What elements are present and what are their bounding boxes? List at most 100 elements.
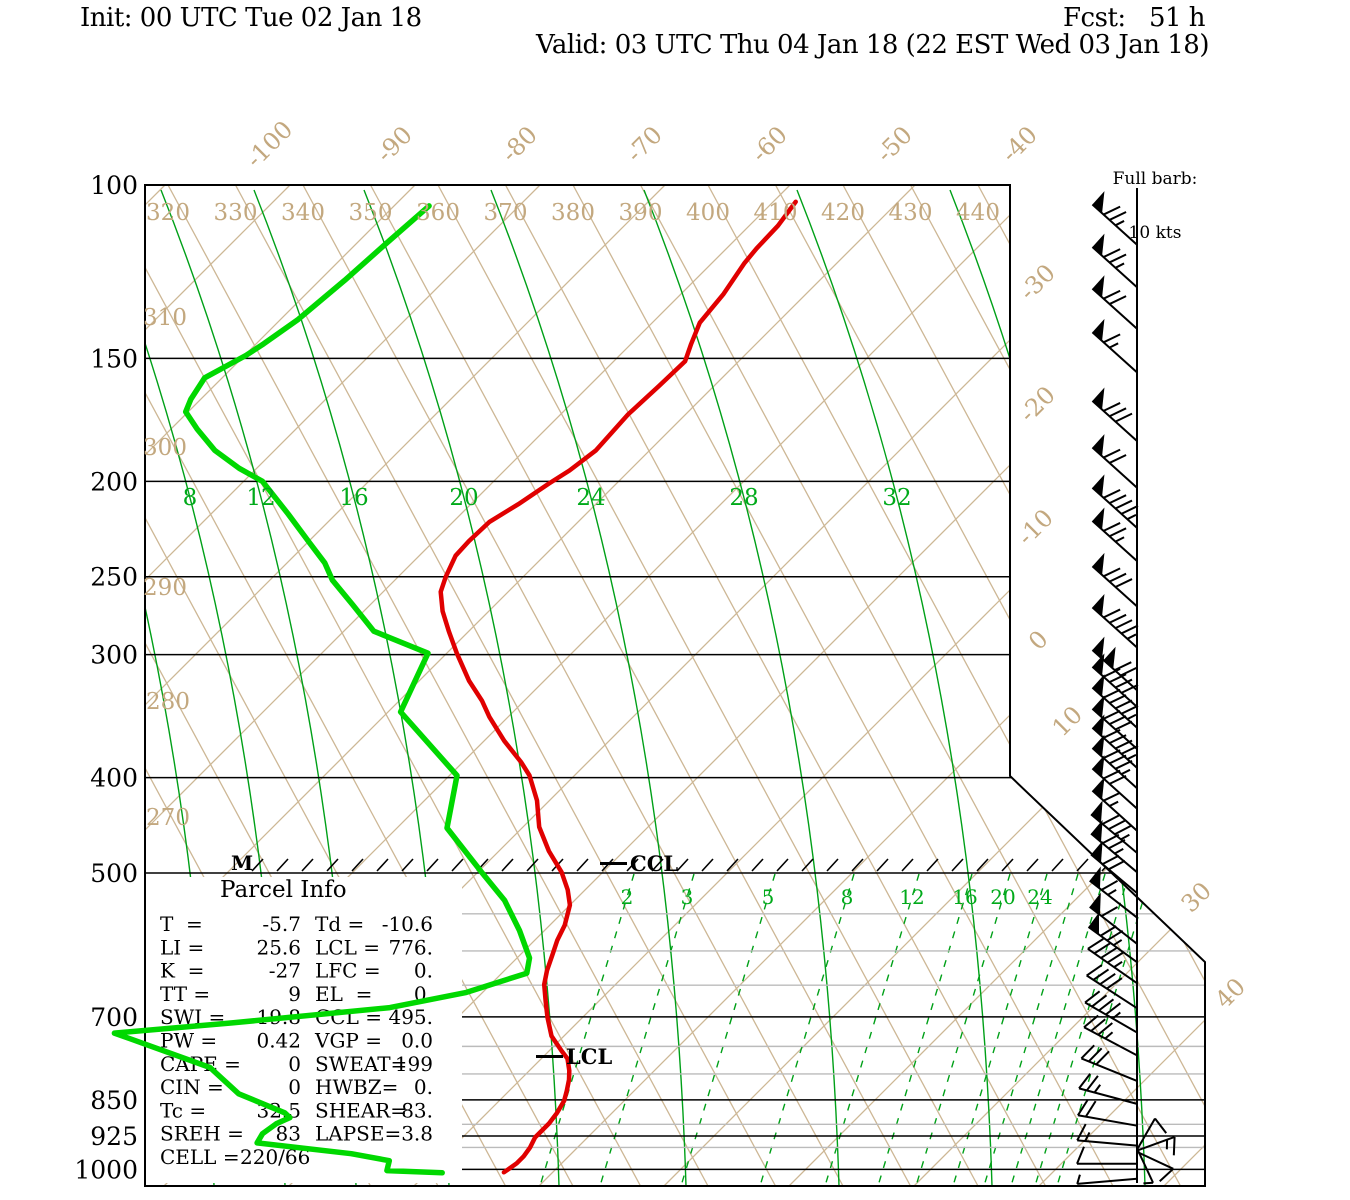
wind-barb bbox=[1077, 1099, 1138, 1127]
dry-adiabat-line bbox=[302, 185, 844, 1186]
pressure-tick-label: 700 bbox=[90, 1003, 138, 1032]
moist-adiabat-line bbox=[796, 189, 993, 1186]
parcel-row-value2: 199 bbox=[395, 1052, 433, 1076]
wind-barb bbox=[1090, 800, 1138, 854]
dewpoint-curve bbox=[111, 203, 533, 1176]
mixing-ratio-line bbox=[952, 873, 1048, 1186]
hatch-mark bbox=[651, 858, 664, 872]
wind-barb bbox=[1091, 318, 1138, 374]
hatch-mark bbox=[501, 858, 514, 872]
pressure-tick-label: 400 bbox=[90, 764, 138, 793]
pressure-tick-label: 100 bbox=[90, 171, 138, 200]
mixing-ratio-label: 2 bbox=[621, 885, 634, 909]
hatch-mark bbox=[1051, 858, 1064, 872]
isotherm-line bbox=[145, 185, 791, 1186]
dry-adiabat-line bbox=[437, 185, 979, 1186]
hatch-mark bbox=[526, 858, 539, 872]
moist-adiabat-label: 24 bbox=[576, 485, 605, 511]
theta-label-top: 410 bbox=[754, 200, 798, 226]
parcel-row-value2: -10.6 bbox=[382, 912, 433, 936]
wind-barb bbox=[1076, 1146, 1137, 1165]
wind-barb bbox=[1091, 507, 1138, 562]
hatch-mark bbox=[251, 858, 264, 872]
hatch-mark bbox=[951, 858, 964, 872]
theta-label-top: 420 bbox=[821, 200, 865, 226]
hatch-mark bbox=[826, 858, 839, 872]
theta-label-top: 380 bbox=[551, 200, 595, 226]
parcel-row-value: 25.6 bbox=[256, 935, 301, 959]
moist-adiabat-label: 8 bbox=[183, 485, 198, 511]
mixing-ratio-line bbox=[983, 873, 1079, 1186]
parcel-row-label2: LAPSE= bbox=[315, 1122, 401, 1146]
hatch-mark bbox=[701, 858, 714, 872]
wind-barb bbox=[1090, 840, 1138, 894]
hatch-mark bbox=[1001, 858, 1014, 872]
lcl-label: LCL bbox=[566, 1043, 613, 1069]
mixing-ratio-label: 3 bbox=[681, 885, 694, 909]
theta-label-top: 360 bbox=[416, 200, 460, 226]
parcel-row-label2: LFC = bbox=[315, 959, 381, 983]
wind-barb bbox=[1091, 275, 1138, 330]
wind-barb bbox=[1136, 1150, 1174, 1182]
mixing-ratio-line bbox=[877, 873, 973, 1186]
theta-label-top: 390 bbox=[619, 200, 663, 226]
ccl-label: CCL bbox=[630, 850, 679, 876]
parcel-row-value: -5.7 bbox=[262, 912, 301, 936]
parcel-row-label2: SHEAR= bbox=[315, 1098, 407, 1122]
parcel-row-label: PW = bbox=[160, 1029, 217, 1053]
theta-label-top: 370 bbox=[484, 200, 528, 226]
parcel-row-value: 9 bbox=[288, 982, 301, 1006]
hatch-mark bbox=[351, 858, 364, 872]
pressure-tick-label: 1000 bbox=[74, 1155, 138, 1184]
wind-barb bbox=[1087, 938, 1138, 985]
parcel-row-value2: 0.0 bbox=[401, 1029, 433, 1053]
hatch-mark bbox=[401, 858, 414, 872]
wind-barb bbox=[1091, 552, 1138, 608]
wind-barb bbox=[1091, 653, 1139, 708]
theta-label-top: 350 bbox=[349, 200, 393, 226]
wind-barb bbox=[1091, 191, 1138, 246]
theta-label-left: 280 bbox=[146, 689, 190, 715]
parcel-row-label: TT = bbox=[160, 982, 210, 1006]
theta-label-top: 330 bbox=[214, 200, 258, 226]
hatch-mark bbox=[426, 858, 439, 872]
grid-lines bbox=[145, 185, 1205, 1186]
theta-label-top: 320 bbox=[146, 200, 190, 226]
lcl-dash bbox=[536, 1054, 563, 1058]
hatch-mark bbox=[376, 858, 389, 872]
hatch-mark bbox=[801, 858, 814, 872]
theta-label-left: 310 bbox=[143, 305, 187, 331]
wind-barb bbox=[1091, 593, 1139, 649]
hatch-mark bbox=[1026, 858, 1039, 872]
parcel-row-value2: 3.8 bbox=[401, 1122, 433, 1146]
mixing-ratio-line bbox=[599, 873, 695, 1186]
parcel-row-value2: 83. bbox=[401, 1098, 433, 1122]
barb-legend: Full barb: 10 kts bbox=[1100, 134, 1210, 278]
dry-adiabat-line bbox=[572, 185, 1114, 1186]
parcel-row-label: SREH = bbox=[160, 1122, 244, 1146]
isotherm-line bbox=[145, 185, 666, 1186]
ccl-dash bbox=[600, 861, 627, 865]
moist-adiabat-line bbox=[490, 189, 687, 1186]
theta-label-left: 270 bbox=[146, 805, 190, 831]
moist-adiabat-label: 28 bbox=[729, 485, 758, 511]
dry-adiabat-line bbox=[369, 185, 912, 1186]
dry-adiabat-line bbox=[639, 185, 1182, 1186]
parcel-row-label: CELL = bbox=[160, 1145, 240, 1169]
moist-adiabat-label: 32 bbox=[882, 485, 911, 511]
hatch-mark bbox=[1076, 858, 1089, 872]
ccl-marker: CCL bbox=[600, 850, 679, 876]
temperature-curve bbox=[438, 199, 798, 1175]
hatch-mark bbox=[726, 858, 739, 872]
mixing-ratio-label: 12 bbox=[899, 885, 924, 909]
hatch-mark bbox=[301, 858, 314, 872]
hatch-mark bbox=[751, 858, 764, 872]
mixing-ratio-line bbox=[1034, 873, 1130, 1186]
mixing-ratio-label: 20 bbox=[990, 885, 1015, 909]
dry-adiabat-line bbox=[707, 185, 1205, 1186]
pressure-tick-label: 925 bbox=[90, 1122, 138, 1151]
parcel-row-label: T = bbox=[160, 912, 203, 936]
theta-label-left: 290 bbox=[143, 575, 187, 601]
pressure-tick-label: 150 bbox=[90, 344, 138, 373]
parcel-row-label: CIN = bbox=[160, 1075, 224, 1099]
